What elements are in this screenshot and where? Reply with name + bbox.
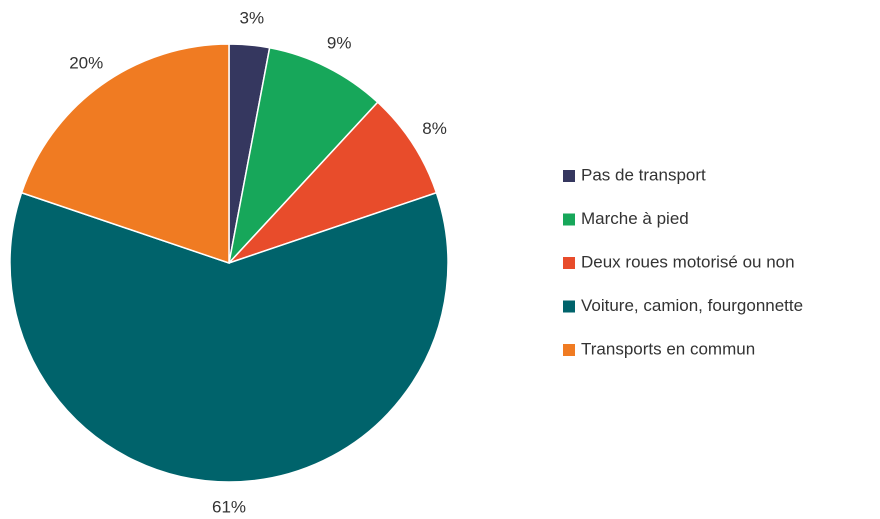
data-label: 3% xyxy=(240,9,265,28)
data-label: 8% xyxy=(422,119,447,138)
legend-label: Voiture, camion, fourgonnette xyxy=(581,296,803,315)
legend-swatch xyxy=(563,344,575,356)
legend-swatch xyxy=(563,170,575,182)
pie-slice xyxy=(228,101,438,264)
data-label: 61% xyxy=(212,497,246,516)
pie-slice xyxy=(9,191,449,483)
data-label: 20% xyxy=(69,53,103,72)
legend-label: Marche à pied xyxy=(581,209,689,228)
legend-label: Deux roues motorisé ou non xyxy=(581,252,795,271)
legend-swatch xyxy=(563,300,575,313)
legend-swatch xyxy=(563,213,575,226)
legend-label: Transports en commun xyxy=(581,339,755,358)
legend-label: Pas de transport xyxy=(581,165,706,184)
pie-slice xyxy=(227,46,379,266)
legend-swatch xyxy=(563,257,575,269)
pie-slice xyxy=(20,43,230,265)
data-label: 9% xyxy=(327,34,352,53)
